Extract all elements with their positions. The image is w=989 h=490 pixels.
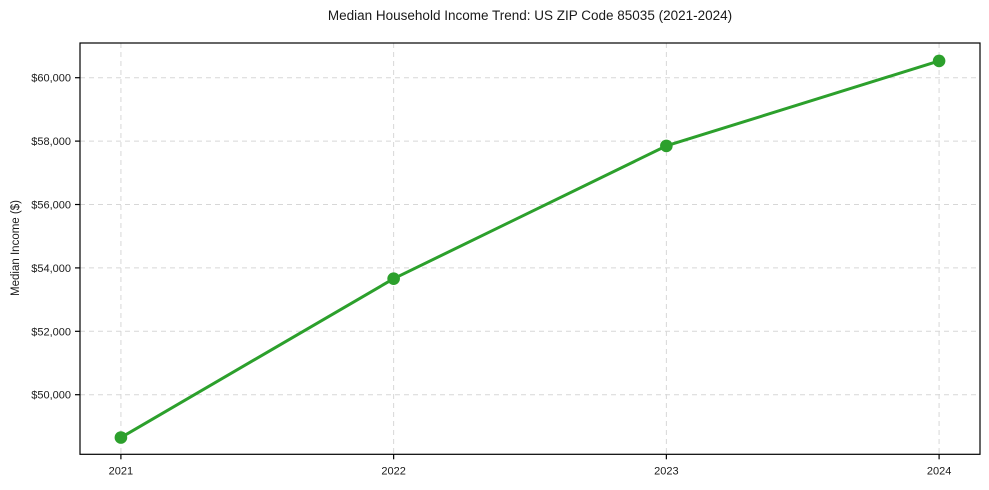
- y-tick-label: $60,000: [31, 73, 71, 85]
- x-tick-label: 2024: [927, 465, 951, 477]
- x-tick-label: 2021: [109, 465, 133, 477]
- y-tick-label: $54,000: [31, 263, 71, 275]
- data-point-marker: [114, 431, 128, 444]
- x-tick-label: 2022: [381, 465, 405, 477]
- y-tick-label: $50,000: [31, 390, 71, 402]
- trend-line: [119, 59, 941, 439]
- y-tick-label: $52,000: [31, 326, 71, 338]
- data-point-marker: [387, 272, 400, 285]
- data-point-marker: [660, 139, 673, 153]
- plot-border: [79, 42, 981, 455]
- y-tick-label: $58,000: [31, 136, 71, 148]
- y-tick-label: $56,000: [31, 200, 71, 212]
- x-tick-label: 2023: [654, 465, 678, 477]
- chart-title: Median Household Income Trend: US ZIP Co…: [327, 8, 733, 23]
- data-point-marker: [932, 54, 946, 68]
